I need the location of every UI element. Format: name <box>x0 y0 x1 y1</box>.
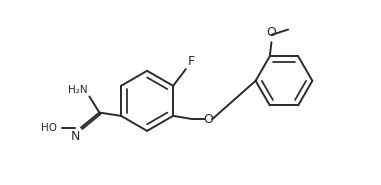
Text: N: N <box>70 130 80 143</box>
Text: O: O <box>203 113 213 126</box>
Text: H₂N: H₂N <box>68 85 88 95</box>
Text: HO: HO <box>41 123 57 133</box>
Text: O: O <box>267 26 276 39</box>
Text: F: F <box>187 55 195 68</box>
